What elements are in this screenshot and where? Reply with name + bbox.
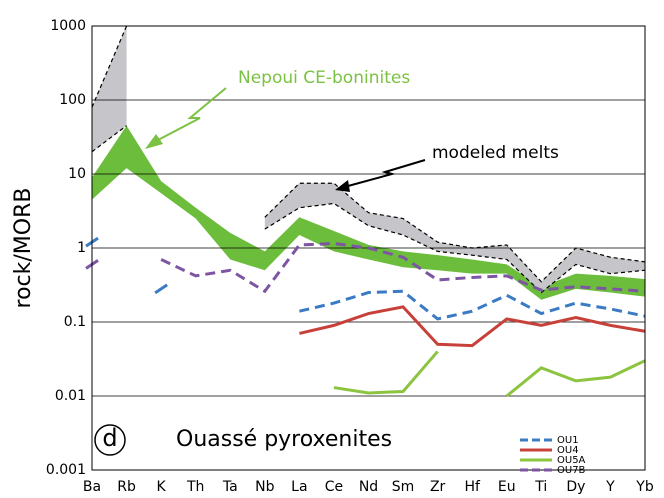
y-tick-label: 1: [77, 240, 86, 256]
bands: [91, 25, 646, 300]
series-line: [299, 289, 646, 321]
x-tick-label: Sm: [392, 479, 415, 495]
lines: [85, 236, 646, 398]
band-outline: [91, 125, 646, 294]
legend-label: OU7B: [557, 465, 586, 476]
annotation: Ouassé pyroxenites: [176, 427, 392, 452]
x-tick-label: Nb: [255, 479, 274, 495]
legend-label: OU5A: [557, 455, 586, 466]
x-tick-label: Rb: [117, 479, 136, 495]
legend-label: OU4: [557, 445, 579, 456]
x-tick-label: Y: [605, 479, 615, 495]
x-tick-label: Ta: [222, 479, 238, 495]
panel-circle: [94, 424, 126, 456]
y-tick-label: 0.1: [64, 314, 86, 330]
y-tick-label: 1000: [50, 18, 86, 34]
y-tick-label: 10: [68, 166, 86, 182]
arrow: [157, 87, 227, 141]
x-tick-label: Yb: [635, 479, 654, 495]
arrow-head: [335, 180, 350, 192]
band-label: modeled melts: [432, 143, 559, 163]
x-tick-label: Ce: [325, 479, 343, 495]
x-tick-label: Eu: [498, 479, 516, 495]
y-tick-label: 100: [59, 92, 86, 108]
legend-label: OU1: [557, 435, 579, 446]
band-label: Nepoui CE-boninites: [238, 68, 410, 88]
y-axis-label: rock/MORB: [11, 188, 36, 309]
arrow-head: [145, 134, 163, 149]
x-tick-label: K: [157, 479, 167, 495]
panel-label: d: [102, 424, 117, 452]
arrow: [347, 159, 426, 187]
x-tick-label: Hf: [464, 479, 481, 495]
x-tick-label: Zr: [430, 479, 446, 495]
series-point: [154, 283, 168, 295]
x-tick-label: La: [291, 479, 307, 495]
x-tick-label: Th: [186, 479, 204, 495]
band-area: [92, 125, 645, 300]
series-line: [333, 350, 646, 398]
y-tick-label: 0.001: [46, 462, 86, 478]
series-line: [160, 242, 646, 294]
x-tick-label: Dy: [566, 479, 585, 495]
plot-frame: [91, 25, 646, 471]
band-outline: [91, 25, 646, 283]
band-area: [92, 26, 645, 293]
x-tick-label: Ti: [534, 479, 547, 495]
x-tick-label: Ba: [83, 479, 101, 495]
series-line: [299, 305, 646, 348]
x-tick-label: Nd: [359, 479, 378, 495]
y-tick-label: 0.01: [55, 388, 86, 404]
